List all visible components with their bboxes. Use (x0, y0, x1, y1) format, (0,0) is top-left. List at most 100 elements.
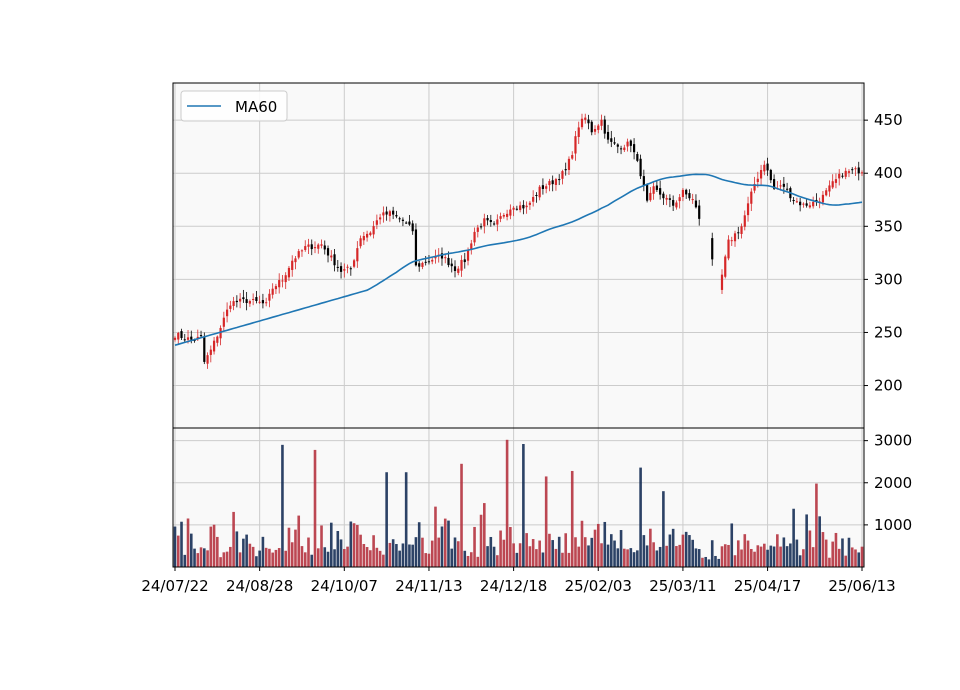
volume-bar (365, 547, 369, 567)
candle-up (571, 155, 574, 159)
candle-up (206, 355, 209, 364)
candle-down (418, 263, 421, 267)
x-tick-label: 24/07/22 (141, 577, 208, 595)
volume-bar (417, 522, 421, 567)
candle-up (304, 246, 307, 250)
candle-down (427, 261, 431, 263)
candle-down (792, 199, 795, 202)
candle-down (616, 144, 619, 147)
candle-down (632, 144, 636, 153)
volume-bar (242, 538, 245, 567)
volume-bar (492, 546, 496, 567)
volume-bar (343, 549, 346, 567)
volume-bar (769, 545, 773, 567)
volume-bar (430, 540, 434, 567)
volume-bar (248, 543, 252, 567)
volume-bar (632, 552, 636, 567)
volume-bar (837, 548, 841, 567)
candle-up (733, 233, 737, 242)
volume-bar (206, 550, 209, 567)
candle-down (492, 223, 496, 225)
candle-down (655, 185, 658, 190)
candle-up (287, 267, 291, 278)
candle-up (847, 171, 851, 173)
volume-bar (675, 546, 678, 567)
volume-bar (828, 557, 831, 567)
candle-up (372, 226, 375, 235)
volume-bar (681, 534, 685, 567)
candle-down (255, 297, 258, 302)
candle-up (548, 181, 551, 186)
candle-down (737, 232, 740, 234)
candle-up (284, 275, 287, 283)
candle-down (242, 297, 245, 300)
candle-up (300, 250, 304, 252)
candle-up (219, 327, 222, 339)
candle-up (561, 171, 564, 179)
volume-bar (401, 543, 405, 567)
candle-down (310, 244, 313, 250)
candle-up (476, 227, 479, 232)
candle-down (668, 198, 672, 200)
x-tick-label: 25/04/17 (734, 577, 801, 595)
volume-bar (792, 508, 795, 567)
candle-down (450, 263, 453, 267)
volume-bar (561, 552, 564, 567)
volume-bar (238, 552, 242, 567)
candles (173, 113, 864, 369)
volume-bar (639, 467, 642, 567)
volume-bar (232, 511, 235, 567)
candle-down (782, 183, 785, 187)
volume-bar (645, 545, 649, 567)
volume-bar (375, 547, 379, 567)
candle-up (352, 260, 356, 267)
candle-down (564, 169, 567, 171)
volume-bar (326, 551, 330, 567)
volume-bar (860, 546, 864, 567)
volume-bar (404, 472, 408, 567)
volume-bar (857, 552, 861, 567)
volume-bar (616, 548, 620, 567)
candle-up (623, 147, 626, 151)
volume-bar (333, 549, 336, 567)
candle-up (281, 280, 284, 282)
volume-bar (199, 547, 203, 567)
candle-up (750, 191, 753, 204)
candle-up (720, 274, 724, 290)
candle-up (382, 212, 385, 216)
ma60-line (174, 173, 863, 346)
candle-down (851, 169, 854, 171)
candle-down (349, 268, 352, 270)
volume-bar (395, 544, 398, 567)
candle-up (209, 349, 212, 355)
volume-bar (453, 537, 457, 567)
price-tick-label: 350 (874, 217, 903, 235)
volume-bar (489, 536, 493, 567)
candle-down (336, 266, 339, 268)
volume-bar (261, 536, 265, 567)
candle-down (558, 179, 561, 181)
volume-bar (548, 533, 551, 567)
candle-down (799, 201, 802, 206)
volume-bar (274, 549, 278, 567)
candle-up (759, 170, 763, 179)
volume-bar (619, 530, 623, 567)
volume-bar (434, 506, 437, 567)
candle-up (278, 280, 281, 288)
candle-up (177, 332, 180, 340)
candle-up (678, 197, 681, 202)
candle-down (857, 167, 860, 174)
candle-up (795, 201, 798, 203)
volume-bar (600, 543, 603, 567)
candle-down (392, 210, 395, 215)
volume-bar (245, 534, 248, 567)
candle-up (727, 239, 730, 259)
candle-up (356, 248, 359, 262)
volume-bar (587, 545, 590, 567)
volume-bar (636, 550, 639, 567)
candle-down (326, 248, 330, 256)
candle-up (268, 293, 271, 301)
volume-bar (443, 518, 447, 567)
candle-up (388, 211, 391, 216)
volume-bar (847, 537, 851, 567)
